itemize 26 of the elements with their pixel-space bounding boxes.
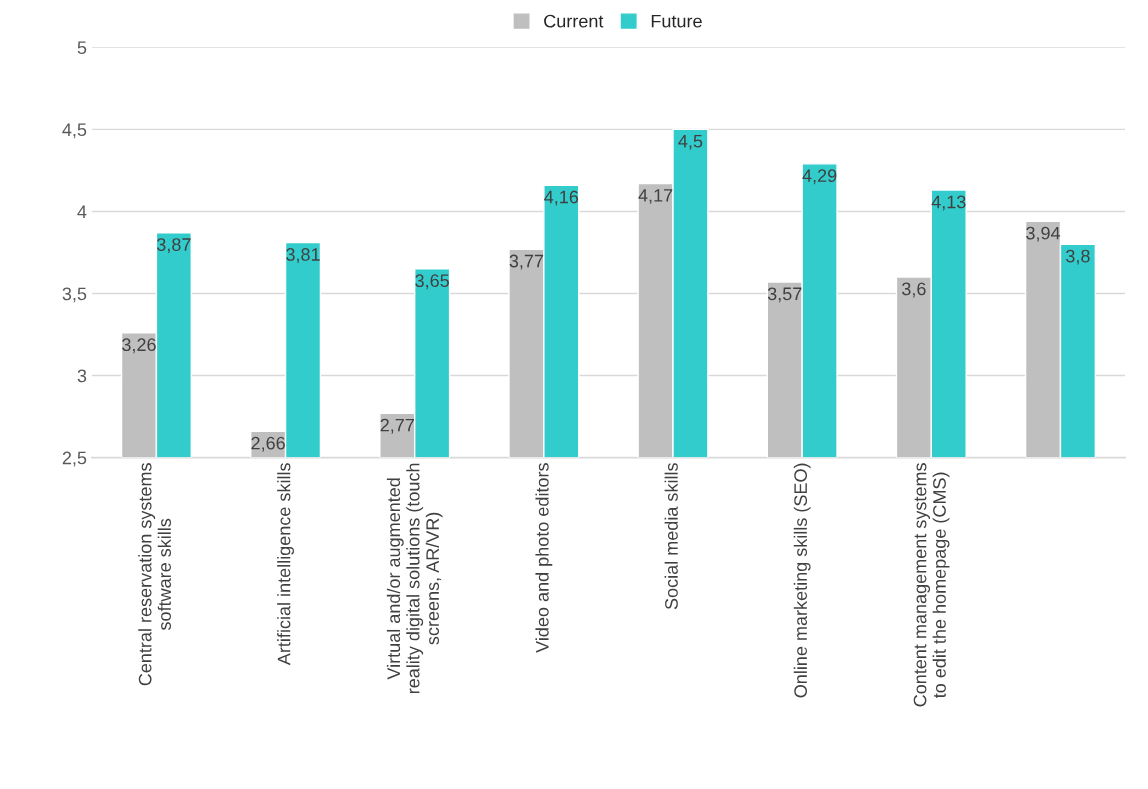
x-tick-label: Social media skills (664, 463, 678, 610)
legend-label: Current (544, 14, 604, 28)
y-tick-label: 2,5 (62, 451, 87, 467)
y-tick-label: 3,5 (62, 287, 87, 303)
data-label: 3,6 (902, 282, 926, 298)
legend-label: Future (651, 14, 702, 28)
data-label: 3,94 (1026, 226, 1061, 242)
data-label: 3,57 (767, 287, 802, 303)
data-label: 3,26 (122, 338, 156, 354)
x-tick-label: Central reservation systems software skills (138, 463, 171, 686)
x-tick-label: Content management systems to edit the homepage (CMS) (913, 463, 950, 707)
data-label: 4,17 (638, 189, 673, 204)
y-tick-label: 4 (77, 205, 87, 218)
data-label: 2,77 (380, 418, 414, 434)
data-label: 3,77 (509, 254, 544, 270)
y-tick-label: 5 (77, 41, 87, 55)
y-tick-label: 3 (77, 369, 87, 383)
x-tick-label: Video and photo editors (535, 463, 553, 653)
x-tick-label: Artificial intelligence skills (277, 463, 294, 666)
x-tick-label: Virtual and/or augmented reality digital solutions (touch screens, AR/VR) (386, 463, 443, 694)
y-tick-label: 4,5 (62, 123, 87, 139)
data-label: 2,66 (251, 436, 285, 452)
data-label: 3,8 (1066, 249, 1090, 265)
data-label: 4,5 (678, 134, 703, 150)
x-tick-label: Online marketing skills (SEO) (793, 463, 811, 698)
data-label: 3,81 (286, 248, 320, 263)
